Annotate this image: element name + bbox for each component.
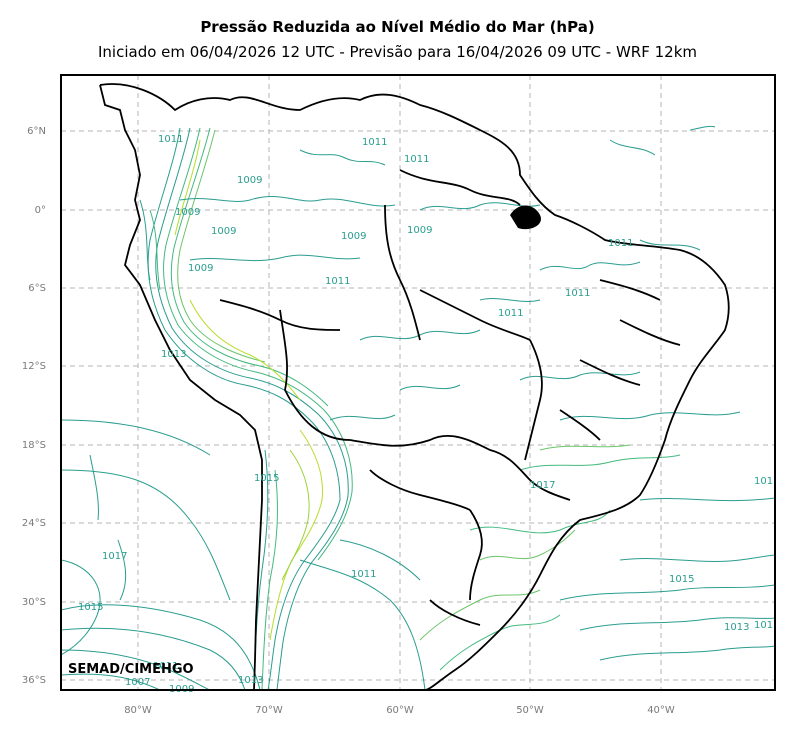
contour-label: 1015 bbox=[78, 602, 103, 613]
contour-label: 101 bbox=[754, 476, 773, 487]
contour-label: 1011 bbox=[325, 276, 350, 287]
pacific-isobars bbox=[61, 419, 261, 690]
contour-label: 1013 bbox=[161, 349, 186, 360]
grid-lines bbox=[61, 75, 775, 690]
contour-label: 1011 bbox=[362, 137, 387, 148]
lat-tick: 24°S bbox=[22, 518, 46, 529]
lon-tick: 50°W bbox=[516, 705, 544, 716]
contour-label: 1011 bbox=[608, 238, 633, 249]
watermark-label: SEMAD/CIMEHGO bbox=[68, 662, 194, 677]
contour-label: 1009 bbox=[341, 231, 366, 242]
contour-label: 1007 bbox=[125, 677, 150, 688]
contour-label: 1011 bbox=[404, 154, 429, 165]
lat-tick: 6°N bbox=[27, 126, 46, 137]
lat-tick: 18°S bbox=[22, 440, 46, 451]
contour-label: 1017 bbox=[102, 551, 127, 562]
contour-label: 1013 bbox=[724, 622, 749, 633]
contour-label: 1009 bbox=[188, 263, 213, 274]
contour-label: 1015 bbox=[669, 574, 694, 585]
chart-title: Pressão Reduzida ao Nível Médio do Mar (… bbox=[200, 18, 595, 36]
contour-label: 1015 bbox=[254, 473, 279, 484]
contour-label: 1009 bbox=[175, 207, 200, 218]
lat-tick: 30°S bbox=[22, 597, 46, 608]
marajo-island bbox=[510, 205, 541, 230]
contour-label: 1017 bbox=[530, 480, 555, 491]
contour-label: 1009 bbox=[211, 226, 236, 237]
latitude-ticks: 6°N 0° 6°S 12°S 18°S 24°S 30°S 36°S bbox=[22, 126, 46, 686]
contour-label: 101 bbox=[754, 620, 773, 631]
map-frame bbox=[60, 74, 776, 691]
coastlines-borders bbox=[99, 83, 730, 690]
longitude-ticks: 80°W 70°W 60°W 50°W 40°W bbox=[124, 705, 675, 716]
contour-label: 1009 bbox=[407, 225, 432, 236]
lon-tick: 40°W bbox=[647, 705, 675, 716]
contour-label: 1011 bbox=[565, 288, 590, 299]
lat-tick: 6°S bbox=[28, 283, 46, 294]
andes-contours bbox=[139, 127, 353, 690]
contour-label: 1011 bbox=[498, 308, 523, 319]
lat-tick: 36°S bbox=[22, 675, 46, 686]
lon-tick: 80°W bbox=[124, 705, 152, 716]
lon-tick: 60°W bbox=[386, 705, 414, 716]
contour-label: 1011 bbox=[153, 661, 178, 672]
south-isobars bbox=[299, 444, 775, 690]
lon-tick: 70°W bbox=[255, 705, 283, 716]
interior-isobars bbox=[179, 125, 741, 421]
chart-subtitle: Iniciado em 06/04/2026 12 UTC - Previsão… bbox=[97, 43, 698, 61]
lat-tick: 0° bbox=[35, 205, 46, 216]
contour-label: 1011 bbox=[158, 134, 183, 145]
contour-label: 1009 bbox=[237, 175, 262, 186]
contour-label: 1013 bbox=[238, 675, 263, 686]
lat-tick: 12°S bbox=[22, 361, 46, 372]
contour-label: 1011 bbox=[351, 569, 376, 580]
